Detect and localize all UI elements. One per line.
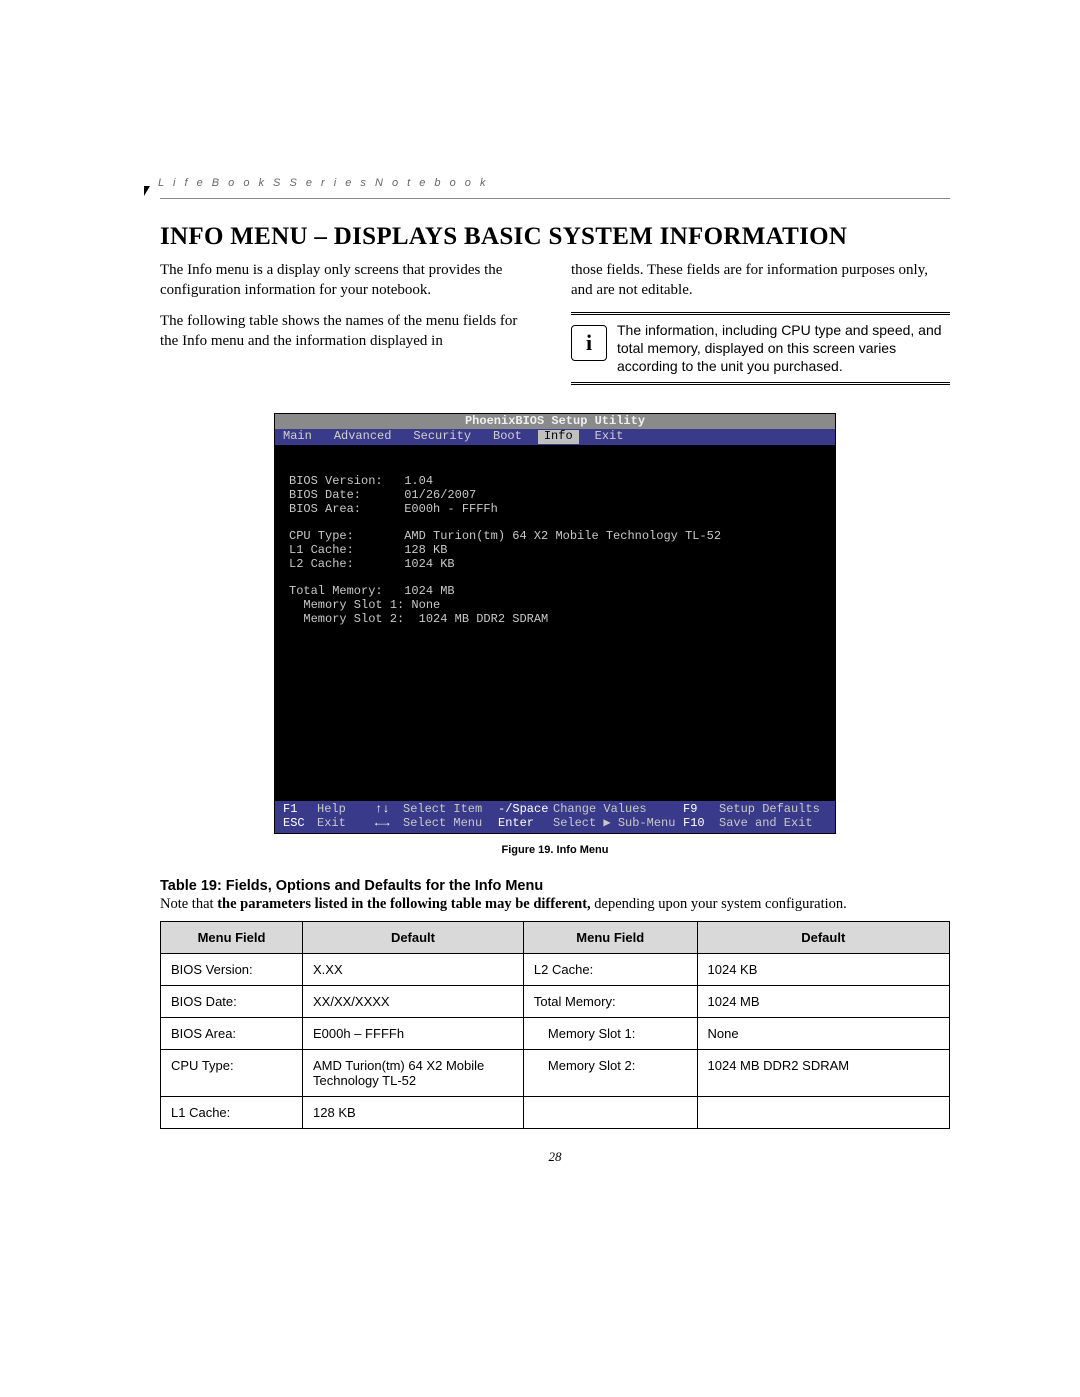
bios-action-exit: Exit — [317, 817, 375, 831]
cell-default-a: XX/XX/XXXX — [303, 985, 524, 1017]
cell-menu-field-a: BIOS Version: — [161, 953, 303, 985]
th-default-2: Default — [697, 921, 950, 953]
cell-default-b: 1024 MB DDR2 SDRAM — [697, 1049, 950, 1096]
info-note: i The information, including CPU type an… — [571, 312, 950, 385]
bios-key-f1: F1 — [283, 803, 317, 817]
info-icon: i — [571, 325, 607, 361]
document-page: L i f e B o o k S S e r i e s N o t e b … — [0, 0, 1080, 1225]
bios-action-save-exit: Save and Exit — [719, 817, 827, 831]
bios-key-f10: F10 — [683, 817, 719, 831]
cell-menu-field-b — [523, 1096, 697, 1128]
table-row: CPU Type:AMD Turion(tm) 64 X2 Mobile Tec… — [161, 1049, 950, 1096]
bios-key-enter: Enter — [498, 817, 553, 831]
cell-menu-field-a: L1 Cache: — [161, 1096, 303, 1128]
bios-action-change-values: Change Values — [553, 803, 683, 817]
bios-tab-advanced: Advanced — [334, 430, 392, 444]
bios-menubar: Main Advanced Security Boot Info Exit — [275, 429, 835, 445]
cell-default-a: 128 KB — [303, 1096, 524, 1128]
bios-tab-exit: Exit — [595, 430, 624, 444]
table-row: BIOS Area:E000h – FFFFhMemory Slot 1:Non… — [161, 1017, 950, 1049]
bios-tab-info: Info — [538, 430, 579, 444]
bios-action-select-submenu: Select ▶ Sub-Menu — [553, 817, 683, 831]
cell-menu-field-a: BIOS Area: — [161, 1017, 303, 1049]
cell-menu-field-b: L2 Cache: — [523, 953, 697, 985]
bios-helpbar: F1 Help ↑↓ Select Item -/Space Change Va… — [275, 801, 835, 833]
th-menu-field-1: Menu Field — [161, 921, 303, 953]
cell-menu-field-a: BIOS Date: — [161, 985, 303, 1017]
table-row: BIOS Date:XX/XX/XXXXTotal Memory:1024 MB — [161, 985, 950, 1017]
cell-default-b: 1024 MB — [697, 985, 950, 1017]
intro-paragraph-2: The following table shows the names of t… — [160, 312, 539, 351]
cell-default-b: None — [697, 1017, 950, 1049]
running-header: L i f e B o o k S S e r i e s N o t e b … — [160, 170, 950, 196]
cell-menu-field-b: Total Memory: — [523, 985, 697, 1017]
header-marker-icon — [144, 186, 150, 196]
cell-default-b: 1024 KB — [697, 953, 950, 985]
bios-screenshot: PhoenixBIOS Setup Utility Main Advanced … — [274, 413, 836, 834]
intro-columns: The Info menu is a display only screens … — [160, 261, 950, 385]
product-line-text: L i f e B o o k S S e r i e s N o t e b … — [158, 177, 488, 189]
th-menu-field-2: Menu Field — [523, 921, 697, 953]
table-note-prefix: Note that — [160, 896, 217, 912]
bios-action-help: Help — [317, 803, 375, 817]
cell-default-b — [697, 1096, 950, 1128]
bios-key-minus-space: -/Space — [498, 803, 553, 817]
cell-default-a: E000h – FFFFh — [303, 1017, 524, 1049]
intro-col-left: The Info menu is a display only screens … — [160, 261, 539, 385]
intro-col-right: those fields. These fields are for infor… — [571, 261, 950, 385]
table-head: Menu Field Default Menu Field Default — [161, 921, 950, 953]
bios-action-select-menu: Select Menu — [403, 817, 498, 831]
bios-action-select-item: Select Item — [403, 803, 498, 817]
table-note-bold: the parameters listed in the following t… — [217, 896, 590, 912]
cell-menu-field-b: Memory Slot 2: — [523, 1049, 697, 1096]
bios-key-updown: ↑↓ — [375, 803, 403, 817]
figure-caption: Figure 19. Info Menu — [160, 844, 950, 856]
page-number: 28 — [160, 1149, 950, 1165]
intro-paragraph-1: The Info menu is a display only screens … — [160, 261, 539, 300]
header-rule — [160, 198, 950, 199]
defaults-table: Menu Field Default Menu Field Default BI… — [160, 921, 950, 1129]
table-row: BIOS Version:X.XXL2 Cache:1024 KB — [161, 953, 950, 985]
cell-default-a: AMD Turion(tm) 64 X2 Mobile Technology T… — [303, 1049, 524, 1096]
bios-key-f9: F9 — [683, 803, 719, 817]
bios-title: PhoenixBIOS Setup Utility — [275, 414, 835, 430]
page-title: INFO MENU – DISPLAYS BASIC SYSTEM INFORM… — [160, 223, 950, 251]
table-body: BIOS Version:X.XXL2 Cache:1024 KBBIOS Da… — [161, 953, 950, 1128]
bios-content: BIOS Version: 1.04 BIOS Date: 01/26/2007… — [275, 445, 835, 801]
intro-paragraph-3: those fields. These fields are for infor… — [571, 261, 950, 300]
cell-menu-field-a: CPU Type: — [161, 1049, 303, 1096]
bios-key-esc: ESC — [283, 817, 317, 831]
bios-action-setup-defaults: Setup Defaults — [719, 803, 827, 817]
info-note-text: The information, including CPU type and … — [617, 321, 950, 376]
table-title: Table 19: Fields, Options and Defaults f… — [160, 878, 950, 894]
table-note-suffix: depending upon your system configuration… — [591, 896, 847, 912]
table-note: Note that the parameters listed in the f… — [160, 896, 950, 913]
bios-tab-security: Security — [413, 430, 471, 444]
th-default-1: Default — [303, 921, 524, 953]
cell-default-a: X.XX — [303, 953, 524, 985]
bios-key-leftright: ←→ — [375, 817, 403, 831]
bios-tab-boot: Boot — [493, 430, 522, 444]
bios-tab-main: Main — [283, 430, 312, 444]
table-header-row: Menu Field Default Menu Field Default — [161, 921, 950, 953]
cell-menu-field-b: Memory Slot 1: — [523, 1017, 697, 1049]
table-row: L1 Cache:128 KB — [161, 1096, 950, 1128]
